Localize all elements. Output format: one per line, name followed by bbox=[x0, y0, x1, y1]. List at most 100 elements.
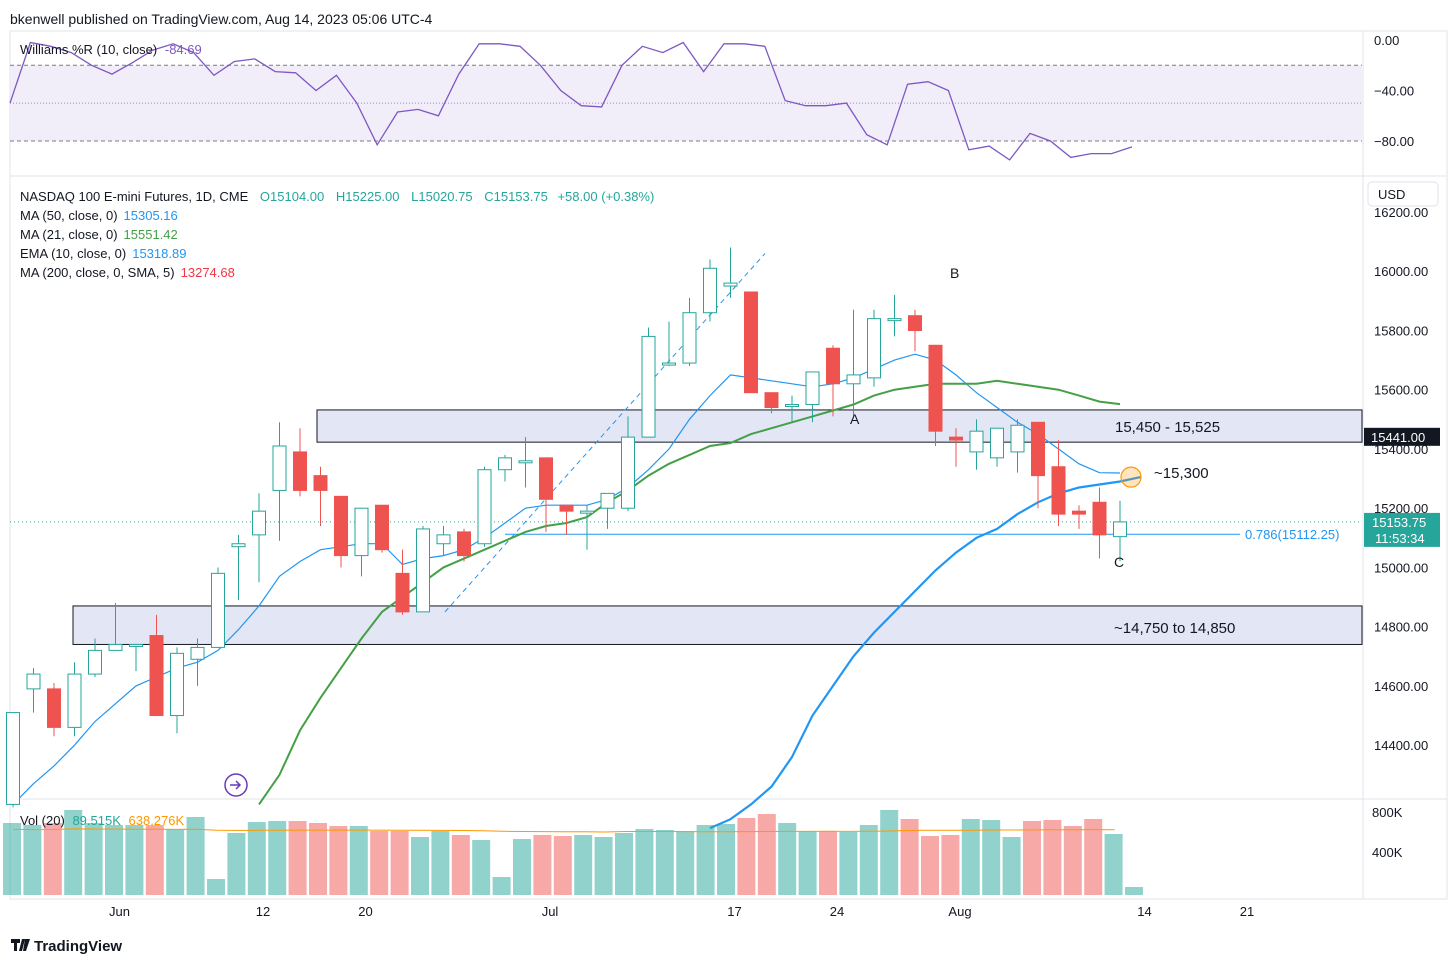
indicator-value: 15551.42 bbox=[124, 227, 178, 242]
ohlc-close: C15153.75 bbox=[484, 189, 548, 204]
candle-body bbox=[6, 712, 20, 805]
resistance-zone-label: 15,450 - 15,525 bbox=[1115, 419, 1220, 436]
candle-body bbox=[416, 528, 430, 613]
candle-body bbox=[867, 318, 881, 379]
tradingview-logo[interactable]: TradingView bbox=[11, 938, 122, 955]
wave-c-label: C bbox=[1114, 554, 1124, 570]
x-axis-label: 12 bbox=[256, 904, 270, 919]
currency-button-bg[interactable] bbox=[1367, 181, 1439, 207]
replay-icon[interactable] bbox=[224, 773, 248, 797]
volume-bar bbox=[778, 823, 797, 895]
volume-bar bbox=[900, 819, 919, 895]
candle-body bbox=[559, 504, 574, 512]
volume-bar bbox=[859, 825, 878, 895]
volume-bar bbox=[3, 823, 21, 895]
candle-body bbox=[47, 688, 61, 728]
candle-body bbox=[190, 646, 205, 660]
williams-tick: −80.00 bbox=[1374, 134, 1414, 149]
candle-body bbox=[887, 318, 902, 322]
chart-frame bbox=[9, 30, 1448, 900]
price-tick: 14800.00 bbox=[1374, 620, 1428, 635]
x-axis-label: 20 bbox=[358, 904, 372, 919]
volume-bar bbox=[819, 831, 837, 895]
candle-body bbox=[88, 649, 102, 675]
price-tick: 15200.00 bbox=[1374, 501, 1428, 516]
candle-body bbox=[498, 457, 512, 471]
price-tick: 15800.00 bbox=[1374, 323, 1428, 338]
support-zone-label: ~14,750 to 14,850 bbox=[1114, 620, 1235, 637]
ohlc-high: H15225.00 bbox=[336, 189, 400, 204]
volume-bar bbox=[288, 821, 307, 895]
publisher-line: bkenwell published on TradingView.com, A… bbox=[10, 11, 433, 27]
volume-bar bbox=[166, 829, 185, 895]
price-tick: 14400.00 bbox=[1374, 738, 1428, 753]
volume-bar bbox=[513, 839, 531, 895]
price-tick: 16000.00 bbox=[1374, 264, 1428, 279]
volume-bar bbox=[472, 840, 491, 895]
volume-bar bbox=[533, 835, 552, 895]
x-axis-label: 24 bbox=[830, 904, 844, 919]
candle-body bbox=[600, 492, 615, 509]
volume-bar bbox=[798, 831, 817, 895]
candle-body bbox=[231, 543, 246, 548]
x-axis-label: 21 bbox=[1240, 904, 1254, 919]
replay-icon-arrow bbox=[230, 780, 242, 790]
volume-bar bbox=[574, 835, 593, 895]
volume-bar bbox=[370, 831, 389, 895]
last-price-label: 15153.75 bbox=[1372, 515, 1426, 530]
volume-bar bbox=[737, 818, 756, 895]
indicator-legend-item: MA (200, close, 0, SMA, 5) 13274.68 bbox=[20, 265, 235, 280]
volume-bar bbox=[717, 824, 735, 895]
candle-body bbox=[1072, 510, 1086, 515]
symbol-line: NASDAQ 100 E-mini Futures, 1D, CME bbox=[20, 189, 249, 204]
marker-price-badge bbox=[1364, 427, 1440, 446]
candle-body bbox=[826, 347, 840, 385]
candle-body bbox=[764, 392, 779, 408]
volume-bar bbox=[696, 825, 715, 895]
volume-bar bbox=[492, 877, 511, 895]
price-pane: 15,450 - 15,525 ~14,750 to 14,850 ~15,300 A… bbox=[6, 247, 1363, 830]
volume-bar bbox=[655, 830, 674, 895]
indicator-legend-item: MA (21, close, 0) 15551.42 bbox=[20, 227, 178, 242]
volume-bar bbox=[553, 836, 572, 895]
williams-value: -84.69 bbox=[165, 42, 202, 57]
support-zone bbox=[72, 605, 1363, 645]
tradingview-logo-icon bbox=[11, 939, 30, 951]
volume-bar bbox=[880, 810, 899, 895]
williams-pane: 0.00 −40.00 −80.00 bbox=[9, 33, 1414, 161]
volume-bar bbox=[635, 829, 654, 895]
candle-body bbox=[149, 635, 164, 717]
volume-bar bbox=[594, 837, 613, 895]
indicator-legend-item: MA (50, close, 0) 15305.16 bbox=[20, 208, 178, 223]
currency-button[interactable]: USD bbox=[1378, 187, 1405, 202]
volume-bar bbox=[1125, 887, 1143, 895]
candle-body bbox=[272, 445, 287, 491]
candle-body bbox=[621, 436, 635, 509]
volume-bar bbox=[105, 825, 123, 895]
volume-header: Vol (20) 89.515K 638.276K bbox=[20, 813, 184, 828]
candle-body bbox=[457, 531, 471, 557]
candle-body bbox=[744, 291, 758, 394]
candle-body bbox=[641, 335, 656, 438]
tradingview-brand: TradingView bbox=[34, 938, 122, 955]
indicator-legend: MA (50, close, 0) 15305.16 MA (21, close, … bbox=[20, 208, 235, 280]
volume-bar bbox=[982, 820, 1001, 895]
candle-body bbox=[539, 457, 553, 500]
x-axis-label: 17 bbox=[727, 904, 741, 919]
indicator-value: 15318.89 bbox=[132, 246, 186, 261]
candle-body bbox=[1031, 421, 1045, 477]
candle-body bbox=[129, 643, 143, 647]
candle-body bbox=[805, 371, 820, 406]
symbol-header: NASDAQ 100 E-mini Futures, 1D, CME O1510… bbox=[20, 189, 654, 204]
volume-bar bbox=[411, 837, 429, 895]
ohlc-open: O15104.00 bbox=[260, 189, 324, 204]
candle-body bbox=[26, 673, 41, 690]
candle-body bbox=[682, 312, 697, 364]
x-axis-label: Jun bbox=[109, 904, 130, 919]
candle-body bbox=[785, 404, 799, 408]
volume-bar bbox=[145, 825, 164, 895]
candle-body bbox=[908, 315, 922, 331]
volume-bar bbox=[676, 831, 695, 895]
